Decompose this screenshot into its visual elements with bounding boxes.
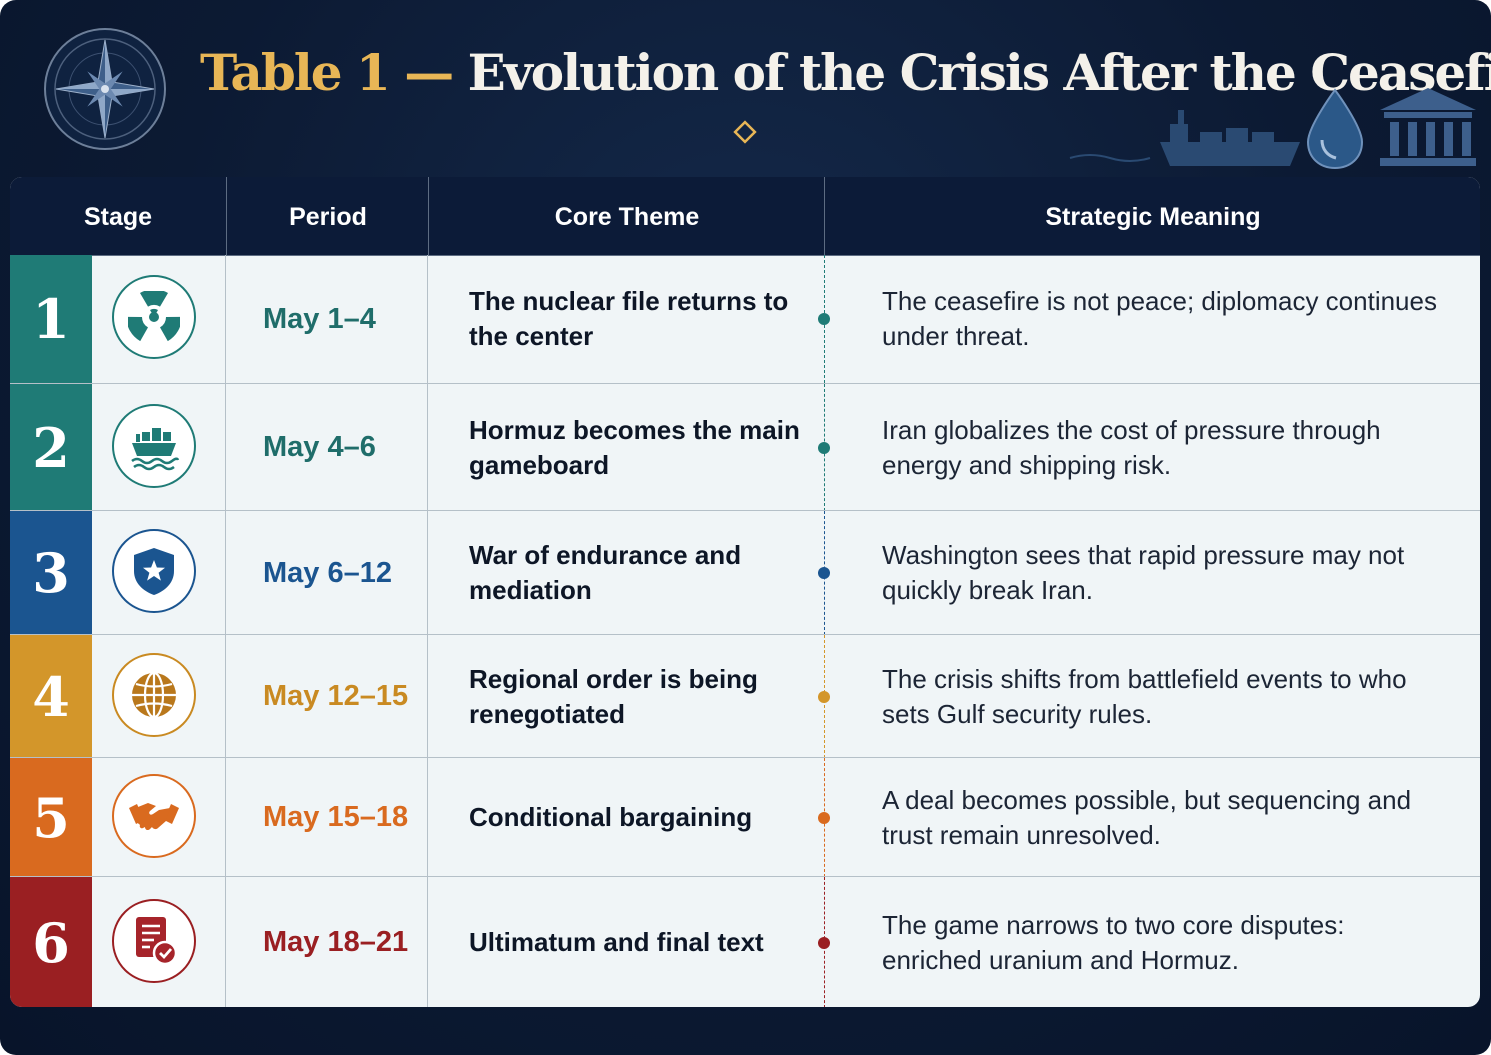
title-main: Evolution of the Crisis After the Ceasef… [467,43,1491,102]
strategic-meaning-cell: The crisis shifts from battlefield event… [882,663,1407,729]
oil-drop-icon [1306,88,1364,170]
strategic-meaning-cell: The game narrows to two core disputes: e… [882,909,1345,975]
table-row: 1 May 1–4 The nuclear file return [10,255,1480,383]
timeline-dot [818,313,830,325]
column-header-period: Period [226,177,429,255]
core-theme-cell: Ultimatum and final text [469,927,764,957]
stage-number: 3 [10,511,92,635]
stage-icon-cell [92,758,226,877]
period-cell: May 18–21 [226,877,428,1007]
period-cell: May 12–15 [226,635,428,758]
handshake-icon [112,773,196,858]
column-header-core-theme: Core Theme [428,177,825,255]
shield-star-icon [112,529,196,613]
stage-number: 2 [10,384,92,511]
strategic-meaning-cell: A deal becomes possible, but sequencing … [882,784,1412,850]
radiation-icon [112,275,196,359]
title-divider [350,120,1140,144]
stage-number: 1 [10,255,92,383]
table-row: 3 May 6–12 War of endurance and mediatio… [10,510,1480,635]
strategic-meaning-cell: The ceasefire is not peace; diplomacy co… [882,286,1437,351]
institution-building-icon [1380,88,1476,166]
column-header-stage: Stage [83,203,153,231]
timeline-dot [818,811,830,824]
table-row: 2 May 4–6 [10,383,1480,511]
timeline-dot [818,441,830,454]
stage-number: 4 [10,635,92,758]
period-cell: May 15–18 [226,758,428,877]
core-theme-cell: Regional order is being renegotiated [469,663,758,729]
crisis-evolution-table: Stage Period Core Theme Strategic Meanin… [10,177,1480,1007]
strategic-meaning-cell: Iran globalizes the cost of pressure thr… [882,414,1381,480]
table-row: 5 May 15–18 Conditional bargaining A dea… [10,757,1480,877]
table-row: 6 May 18–21 [10,876,1480,1007]
table-header: Stage Period Core Theme Strategic Meanin… [10,177,1480,256]
period-cell: May 1–4 [226,255,428,383]
stage-number: 5 [10,758,92,877]
table-row: 4 May 12–15 Regional [10,634,1480,758]
timeline-dot [818,567,830,579]
column-header-strategic-meaning: Strategic Meaning [824,177,1480,255]
document-check-icon [112,898,196,983]
period-cell: May 4–6 [226,384,428,511]
page-title: Table 1 — Evolution of the Crisis After … [200,38,1491,108]
stage-icon-cell [92,877,226,1007]
core-theme-cell: The nuclear file returns to the center [469,286,789,351]
tanker-silhouette-icon [1160,110,1300,166]
cargo-ship-icon [112,403,196,488]
core-theme-cell: Hormuz becomes the main gameboard [469,414,800,480]
stage-icon-cell [92,635,226,758]
stage-icon-cell [92,384,226,511]
core-theme-cell: Conditional bargaining [469,802,753,832]
globe-icon [112,652,196,737]
title-prefix: Table 1 — [200,43,454,102]
header-decoration [1069,88,1476,170]
compass-icon [44,28,166,150]
period-cell: May 6–12 [226,511,428,635]
core-theme-cell: War of endurance and mediation [469,540,742,605]
stage-number: 6 [10,877,92,1007]
stage-icon-cell [92,511,226,635]
stage-icon-cell [92,255,226,383]
timeline-dot [818,936,830,949]
strategic-meaning-cell: Washington sees that rapid pressure may … [882,540,1405,605]
timeline-dot [818,690,830,703]
